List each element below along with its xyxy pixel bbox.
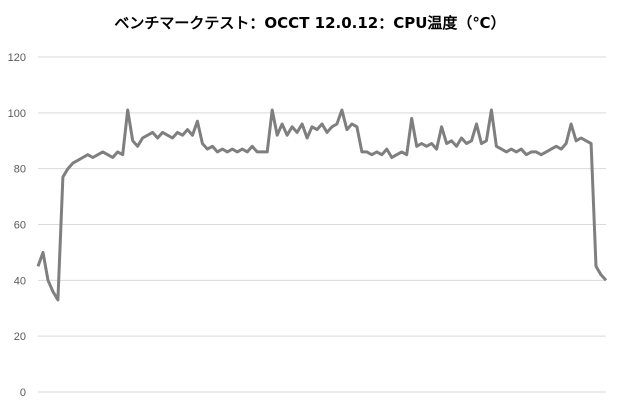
y-tick-label: 100: [8, 108, 26, 120]
y-tick-label: 40: [14, 275, 26, 287]
y-tick-label: 20: [14, 331, 26, 343]
y-tick-label: 120: [8, 52, 26, 64]
chart-title: ベンチマークテスト：OCCT 12.0.12：CPU温度（℃）: [114, 14, 506, 32]
y-tick-label: 80: [14, 164, 26, 176]
y-tick-label: 0: [20, 387, 26, 399]
series-line-cpu-temperature: [36, 108, 608, 302]
y-tick-label: 60: [14, 220, 26, 232]
